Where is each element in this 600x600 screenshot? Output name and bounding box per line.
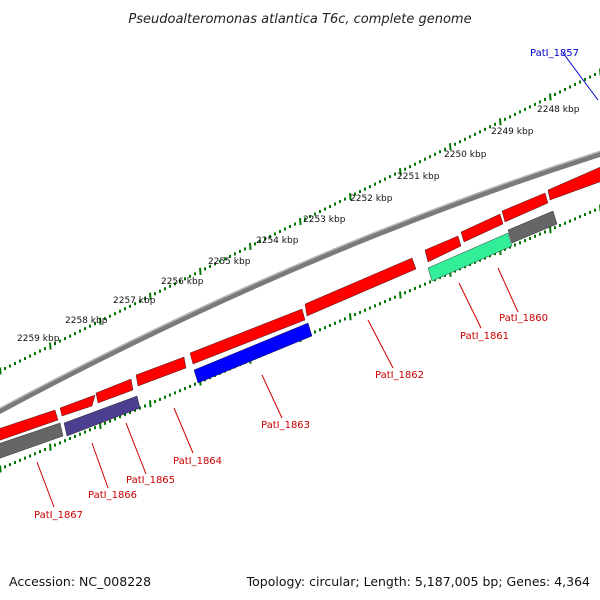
leader-line [497,267,519,313]
leader-line [36,461,55,508]
ruler-label: 2257 kbp [113,296,156,306]
gene-label-patl-1866[interactable]: PatI_1866 [88,490,137,501]
accession-text: Accession: NC_008228 [9,574,151,589]
gene-arrow [59,394,96,417]
leader-line [458,282,482,329]
ruler-label: 2258 kbp [65,316,108,326]
genome-summary-text: Topology: circular; Length: 5,187,005 bp… [246,574,590,589]
gene-arrow [95,378,134,404]
gene-arrow [189,308,306,365]
gene-arrow [63,395,141,437]
gene-arrow [193,322,313,384]
ruler-tick [549,226,552,234]
ruler-tick [149,292,152,300]
ruler-label: 2250 kbp [444,150,487,160]
gene-label-patl-1865[interactable]: PatI_1865 [126,475,175,486]
ruler-tick [149,400,152,408]
ruler-tick [399,168,402,176]
gene-arrow [0,422,64,459]
gene-label-patl-1867[interactable]: PatI_1867 [34,510,83,521]
gene-arrow [547,166,600,201]
ruler-label: 2252 kbp [350,194,393,204]
ruler-tick [449,143,452,151]
gene-features [0,166,600,459]
ruler-tick [0,367,2,375]
leader-line [367,319,394,369]
gene-label-patl-1864[interactable]: PatI_1864 [173,456,222,467]
gene-label-patl-1857[interactable]: PatI_1857 [530,48,579,59]
ruler-tick [249,242,252,251]
gene-arrow [424,235,462,263]
gene-arrow [427,232,513,282]
ruler-tick [349,192,352,201]
gene-arrow [0,409,59,441]
ruler-label: 2249 kbp [491,127,534,137]
ruler-tick [49,443,52,451]
gene-arrow [304,257,417,317]
ruler-tick [499,118,502,126]
ruler-label: 2251 kbp [397,172,440,182]
ruler-tick [349,313,352,321]
ruler-tick [299,217,302,226]
genome-backbone [0,151,600,415]
gene-label-patl-1863[interactable]: PatI_1863 [261,420,310,431]
gene-label-patl-1860[interactable]: PatI_1860 [499,313,548,324]
gene-arrow [460,213,504,243]
leader-line [91,442,109,489]
ruler-tick [0,465,2,473]
ruler-tick [49,342,52,350]
label-leader-lines [36,52,599,508]
leader-line [173,407,194,454]
gene-arrow [501,192,549,223]
gene-arrow [135,356,187,387]
ruler-tick [549,93,552,101]
ruler-label: 2255 kbp [208,257,251,267]
ruler-tick [399,291,402,299]
gene-arrow [507,210,558,244]
leader-line [125,422,147,475]
ruler-tick [99,317,102,325]
ruler-label: 2248 kbp [537,105,580,115]
ruler-label: 2254 kbp [256,236,299,246]
leader-line [261,374,283,419]
gene-label-patl-1861[interactable]: PatI_1861 [460,331,509,342]
ruler-label: 2259 kbp [17,334,60,344]
genome-backbone-highlight [0,150,600,410]
map-title: Pseudoalteromonas atlantica T6c, complet… [128,12,471,27]
ruler-tick [199,267,202,275]
gene-label-patl-1862[interactable]: PatI_1862 [375,370,424,381]
ruler-label: 2253 kbp [303,215,346,225]
ruler-label: 2256 kbp [161,277,204,287]
leader-line [562,52,599,101]
